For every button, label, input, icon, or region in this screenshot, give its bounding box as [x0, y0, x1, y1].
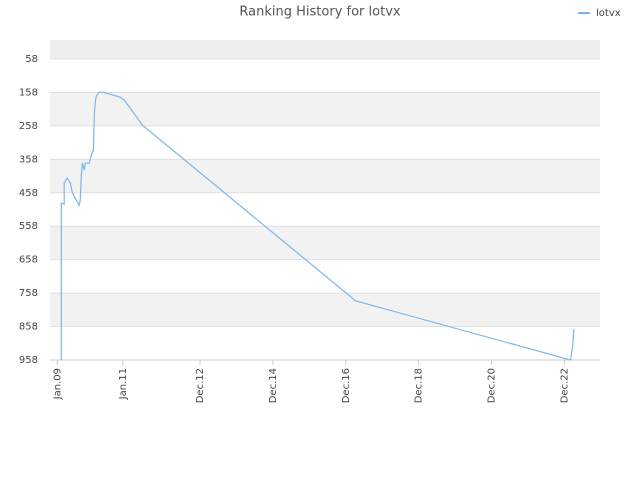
- plot-band: [50, 92, 600, 126]
- x-tick-label: Dec.14: [268, 368, 279, 403]
- plot-band: [50, 293, 600, 327]
- y-tick-label: 558: [19, 221, 38, 232]
- x-tick-label: Jan.09: [52, 368, 63, 400]
- y-tick-label: 158: [19, 87, 38, 98]
- y-tick-label: 758: [19, 288, 38, 299]
- x-tick-label: Jan.11: [118, 368, 129, 400]
- legend-label: lotvx: [596, 8, 621, 19]
- y-tick-label: 458: [19, 188, 38, 199]
- y-tick-label: 958: [19, 355, 38, 366]
- y-tick-label: 658: [19, 255, 38, 266]
- plot-band: [50, 40, 600, 60]
- x-tick-label: Dec.18: [414, 368, 425, 403]
- chart-title: Ranking History for lotvx: [239, 5, 400, 20]
- plot-band: [50, 226, 600, 260]
- y-tick-label: 358: [19, 154, 38, 165]
- y-tick-label: 58: [25, 54, 38, 65]
- data-line: [60, 91, 575, 361]
- x-tick-label: Dec.22: [559, 368, 570, 403]
- plot-band: [50, 159, 600, 193]
- x-tick-label: Dec.12: [195, 368, 206, 403]
- y-tick-label: 258: [19, 121, 38, 132]
- y-tick-label: 858: [19, 322, 38, 333]
- x-tick-label: Dec.16: [341, 368, 352, 403]
- x-tick-label: Dec.20: [486, 368, 497, 403]
